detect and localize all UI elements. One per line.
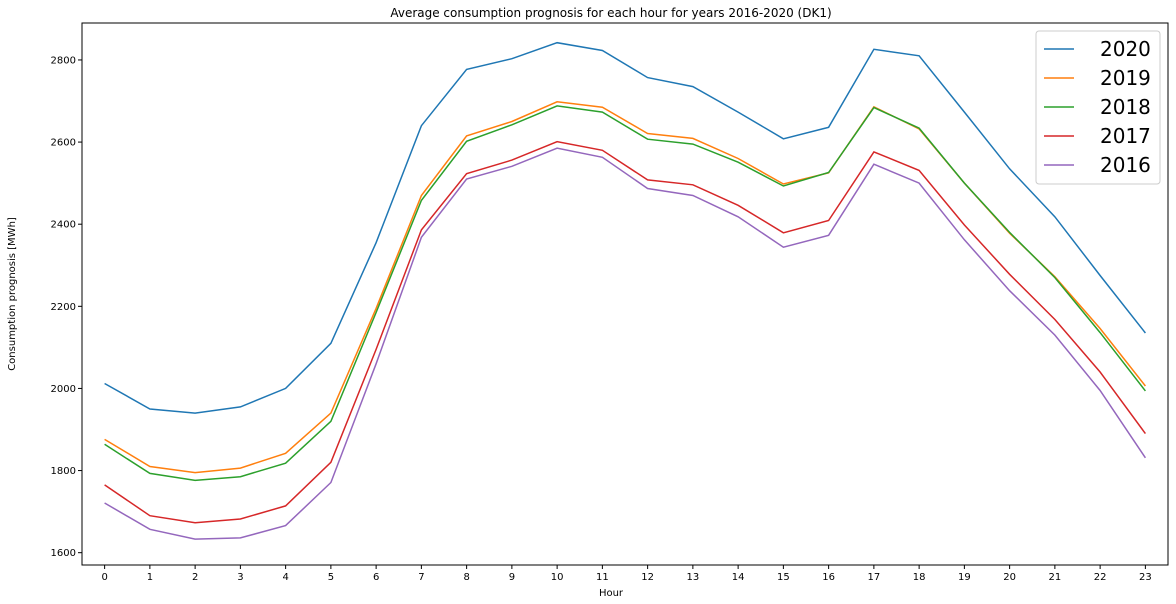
x-axis-label: Hour [599,588,624,599]
y-tick-label: 1800 [51,466,76,477]
x-tick-label: 6 [373,572,379,583]
x-tick-label: 9 [509,572,515,583]
x-tick-label: 23 [1139,572,1152,583]
x-tick-label: 18 [913,572,926,583]
x-tick-label: 12 [641,572,654,583]
y-tick-label: 2400 [51,220,76,231]
legend-label: 2018 [1100,95,1151,119]
x-tick-label: 21 [1049,572,1062,583]
y-tick-label: 1600 [51,548,76,559]
x-tick-label: 19 [958,572,971,583]
x-tick-label: 4 [282,572,288,583]
y-axis: 1600 1800 2000 2200 2400 2600 2800 [51,55,82,559]
plot-frame [81,22,1169,566]
x-tick-label: 8 [463,572,469,583]
y-axis-label: Consumption prognosis [MWh] [7,217,18,371]
legend-label: 2020 [1100,37,1151,61]
x-tick-label: 11 [596,572,609,583]
x-tick-label: 16 [822,572,835,583]
series-line-2016 [104,147,1147,540]
x-tick-label: 13 [687,572,700,583]
y-tick-label: 2200 [51,302,76,313]
x-tick-label: 10 [551,572,564,583]
y-tick-label: 2000 [51,384,76,395]
y-tick-label: 2800 [51,55,76,66]
legend-label: 2019 [1100,66,1151,90]
legend-box [1035,30,1161,185]
chart-title: Average consumption prognosis for each h… [390,6,831,20]
series-line-2018 [104,105,1146,482]
series-line-2019 [104,101,1146,474]
legend: 2020 2019 2018 2017 2016 [1035,30,1161,185]
x-tick-label: 2 [192,572,198,583]
series-line-2020 [104,41,1146,414]
x-tick-label: 1 [147,572,153,583]
x-axis: 0 1 2 3 4 5 6 7 8 9 10 11 12 13 14 15 16 17 18 19 20 21 22 23 [101,565,1152,583]
x-tick-label: 20 [1003,572,1016,583]
x-tick-label: 0 [101,572,107,583]
series-line-2017 [104,140,1147,524]
legend-label: 2016 [1100,153,1151,177]
y-tick-label: 2600 [51,138,76,149]
x-tick-label: 17 [868,572,881,583]
x-tick-label: 22 [1094,572,1107,583]
x-tick-label: 15 [777,572,790,583]
legend-label: 2017 [1100,124,1151,148]
series-layer [104,41,1147,540]
x-tick-label: 14 [732,572,745,583]
x-tick-label: 5 [328,572,334,583]
x-tick-label: 3 [237,572,243,583]
x-tick-label: 7 [418,572,424,583]
